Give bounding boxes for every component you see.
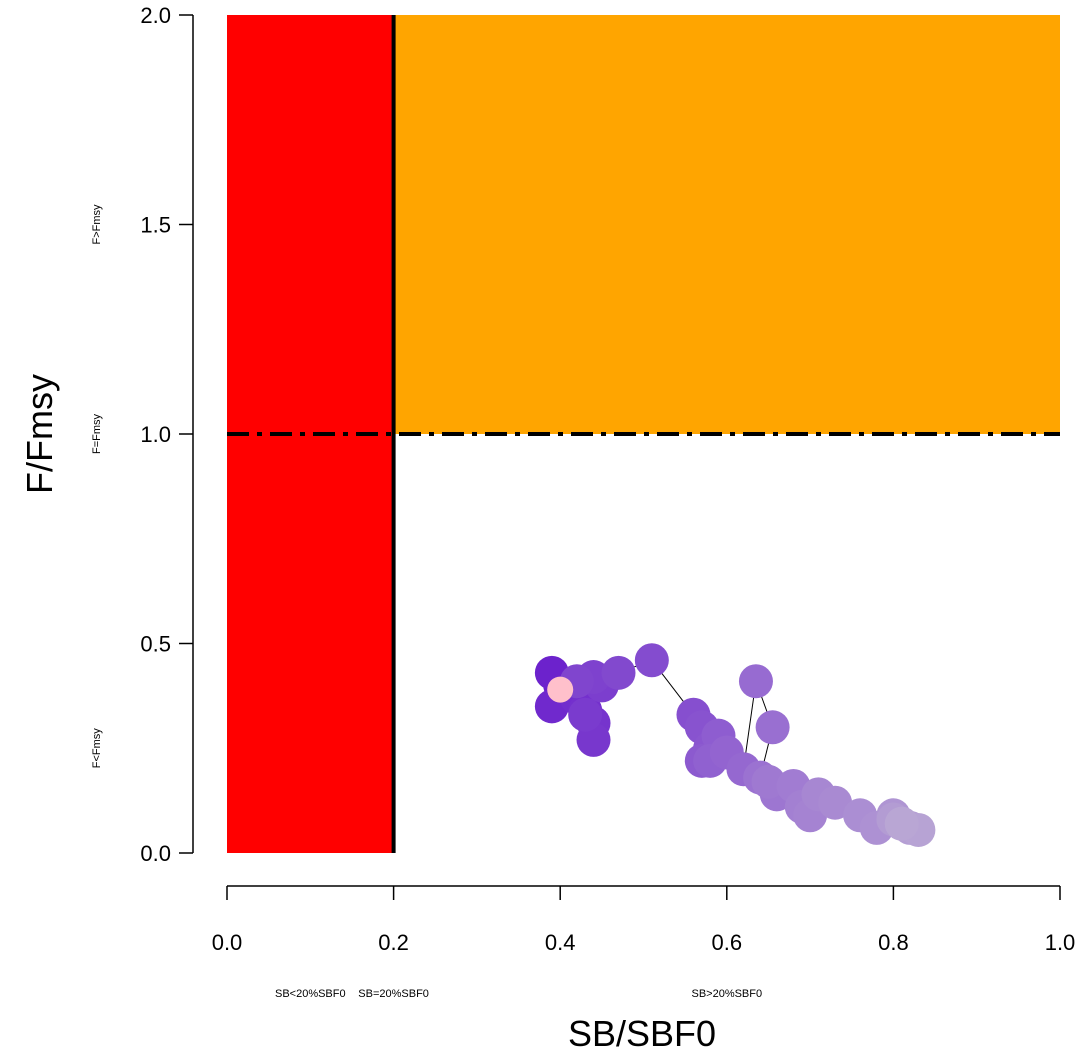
trajectory-point [634,643,669,678]
trajectory-point [601,655,636,690]
trajectory-point [751,764,786,799]
x-zone-label: SB<20%SBF0 [275,988,346,1000]
zone-labels: SB<20%SBF0 SB=20%SBF0 SB>20%SBF0 F>Fmsy F=Fm… [91,204,762,1000]
x-tick-label: 1.0 [1045,930,1076,955]
y-tick-label: 0.0 [140,841,171,866]
x-zone-label: SB=20%SBF0 [358,988,429,1000]
y-zone-label: F=Fmsy [91,413,103,454]
y-axis: 0.0 0.5 1.0 1.5 2.0 [140,3,194,866]
y-tick-label: 1.0 [140,422,171,447]
y-tick-label: 1.5 [140,213,171,238]
y-zone-label: F>Fmsy [91,204,103,245]
reference-lines [227,15,1060,853]
status-regions [227,15,1061,853]
y-zone-label: F<Fmsy [91,728,103,769]
x-tick-label: 0.0 [212,930,243,955]
x-tick-label: 0.4 [545,930,576,955]
y-tick-label: 0.5 [140,632,171,657]
x-tick-label: 0.6 [712,930,743,955]
region-1 [393,15,1061,434]
trajectory-points [534,643,936,847]
trajectory-point [738,664,773,699]
current-status-point [547,676,574,703]
x-tick-label: 0.2 [378,930,409,955]
trajectory-point [568,697,603,732]
x-axis-title: SB/SBF0 [568,1013,716,1054]
y-tick-label: 2.0 [140,3,171,28]
x-tick-label: 0.8 [878,930,909,955]
trajectory-point [884,806,919,841]
trajectory-point [755,710,790,745]
y-axis-title: F/Fmsy [19,374,60,494]
x-axis: 0.0 0.2 0.4 0.6 0.8 1.0 [212,885,1076,955]
x-zone-label: SB>20%SBF0 [691,988,762,1000]
